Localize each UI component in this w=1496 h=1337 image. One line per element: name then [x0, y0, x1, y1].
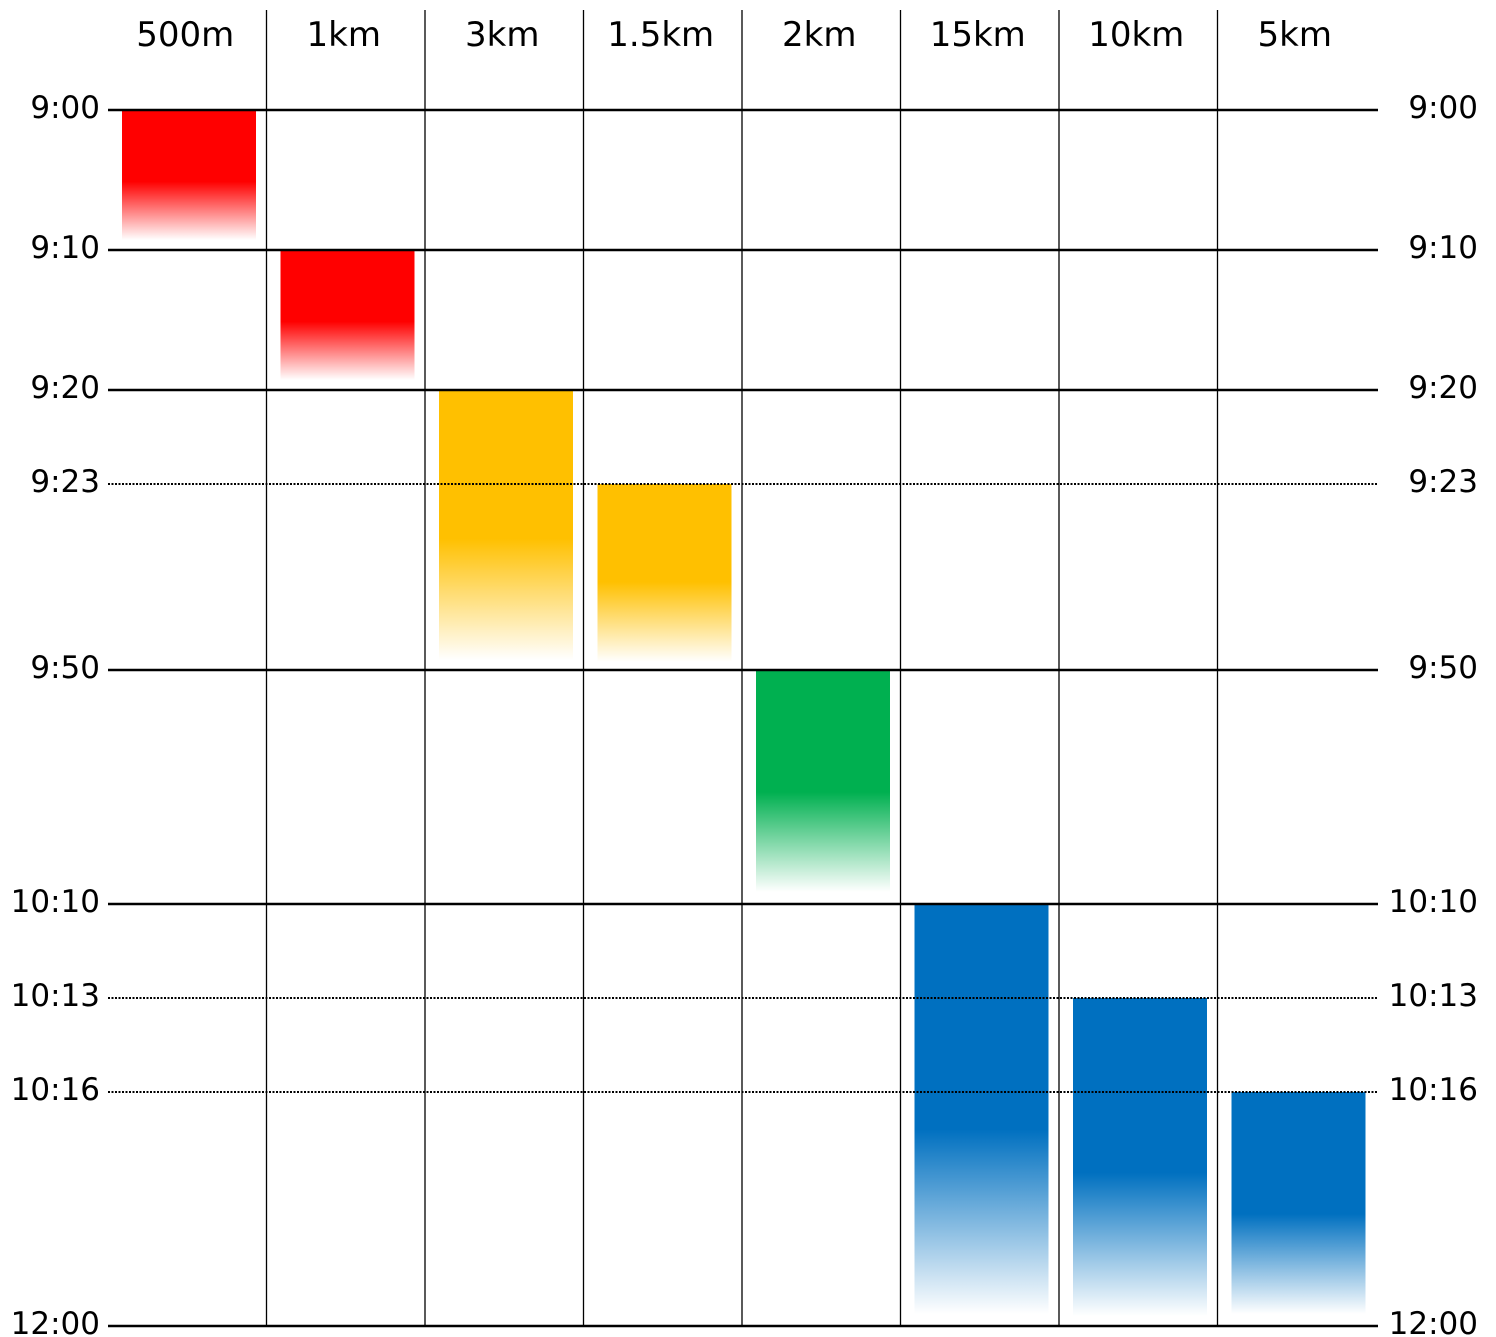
- time-label-right: 9:23: [1408, 464, 1478, 500]
- bars-layer: [122, 110, 1366, 1316]
- category-label-500m: 500m: [136, 15, 234, 55]
- bar-5km: [1231, 1092, 1366, 1314]
- time-label-left: 10:16: [11, 1072, 100, 1108]
- labels-layer: 9:00 9:00 9:10 9:10 9:20 9:20 9:23 9:23 9:50 9:50…: [11, 15, 1478, 1337]
- time-label-right: 10:16: [1389, 1072, 1478, 1108]
- time-label-left: 9:10: [30, 230, 100, 266]
- category-label-1.5km: 1.5km: [607, 15, 714, 55]
- category-label-1km: 1km: [307, 15, 381, 55]
- bar-1.5km: [597, 484, 732, 662]
- time-label-left: 9:23: [30, 464, 100, 500]
- time-label-right: 10:13: [1389, 978, 1478, 1014]
- time-label-right: 9:20: [1408, 370, 1478, 406]
- time-label-left: 10:10: [11, 884, 100, 920]
- column-dividers: [265, 10, 1219, 1326]
- time-label-left: 10:13: [11, 978, 100, 1014]
- time-label-left: 12:00: [11, 1306, 100, 1337]
- time-label-left: 9:50: [30, 650, 100, 686]
- bar-15km: [914, 904, 1049, 1314]
- bar-10km: [1073, 998, 1207, 1316]
- time-label-left: 9:20: [30, 370, 100, 406]
- bar-2km: [756, 670, 890, 892]
- category-label-15km: 15km: [930, 15, 1026, 55]
- time-label-left: 9:00: [30, 90, 100, 126]
- category-label-2km: 2km: [782, 15, 856, 55]
- time-label-right: 9:50: [1408, 650, 1478, 686]
- bar-500m: [122, 110, 256, 240]
- time-label-right: 9:10: [1408, 230, 1478, 266]
- bar-1km: [280, 250, 415, 380]
- time-label-right: 12:00: [1389, 1306, 1478, 1337]
- time-label-right: 10:10: [1389, 884, 1478, 920]
- category-label-3km: 3km: [465, 15, 539, 55]
- category-label-10km: 10km: [1088, 15, 1184, 55]
- bar-3km: [439, 390, 573, 660]
- time-label-right: 9:00: [1408, 90, 1478, 126]
- time-gridlines: [108, 108, 1378, 1328]
- category-label-5km: 5km: [1258, 15, 1332, 55]
